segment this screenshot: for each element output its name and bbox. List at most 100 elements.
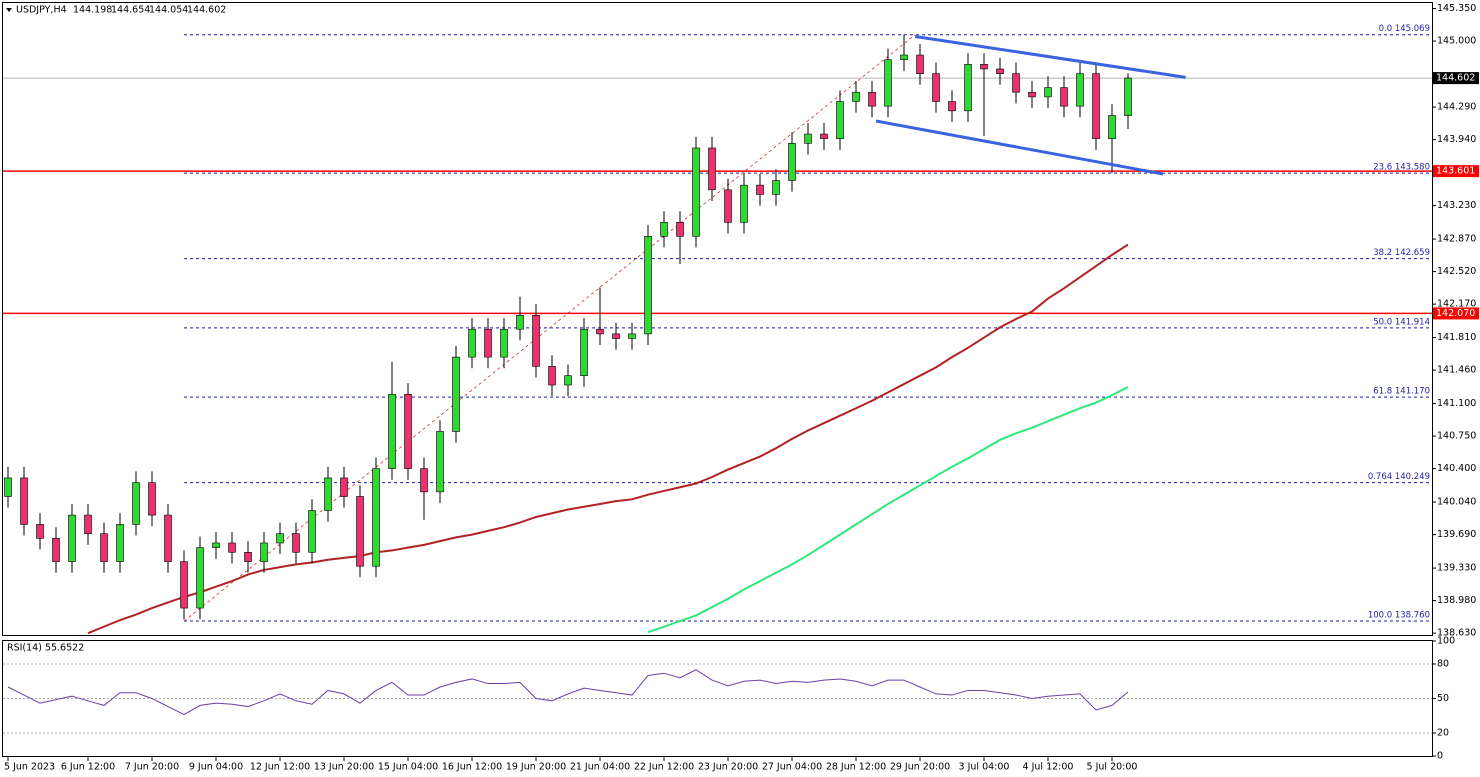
candle-body [116,524,124,562]
y-tick-label: 139.330 [1437,563,1476,574]
candle-body [740,184,748,223]
candle-body [36,524,44,539]
x-tick-label: 15 Jun 04:00 [378,762,438,773]
candle-body [452,356,460,432]
candle-body [964,64,972,112]
y-tick-label: 144.290 [1437,102,1476,113]
candle-body [20,477,28,525]
candle-body [164,514,172,562]
candle-body [756,184,764,195]
y-tick-label: 141.100 [1437,398,1476,409]
y-tick-label: 145.350 [1437,3,1476,14]
candle-body [548,366,556,386]
candle-body [1076,73,1084,107]
x-tick-label: 5 Jun 2023 [4,762,55,773]
candle-body [292,533,300,553]
candle-body [196,547,204,609]
candle-body [100,533,108,562]
y-tick-label: 142.170 [1437,299,1476,310]
candle-body [1124,77,1132,116]
price-tag [1433,307,1479,320]
rsi-y-tick-label: 50 [1437,693,1449,704]
candle-body [820,133,828,139]
candle-body [52,538,60,562]
moving-average [647,385,1129,634]
fib-label: 61.8 141.170 [1373,387,1430,397]
fib-label: 50.0 141.914 [1373,317,1430,327]
x-tick-label: 13 Jun 20:00 [314,762,374,773]
candle-body [852,91,860,102]
candle-body [916,54,924,74]
ohlc-close: 144.602 [187,5,226,16]
x-tick-label: 9 Jun 04:00 [189,762,243,773]
ohlc-low: 144.054 [149,5,188,16]
candle-body [1060,87,1068,107]
fib-label: 0.0 145.069 [1379,24,1430,34]
candle-body [436,431,444,493]
candle-body [836,101,844,139]
candle-body [484,328,492,358]
fib-trend [183,34,916,622]
candle-body [372,468,380,567]
x-tick-label: 5 Jul 20:00 [1087,762,1138,773]
candle-body [628,333,636,339]
x-tick-label: 22 Jun 12:00 [634,762,694,773]
channel-line [914,34,1186,79]
candle-body [308,510,316,553]
candle-body [1108,115,1116,139]
candle-body [564,375,572,386]
candle-body [596,328,604,335]
x-tick-label: 28 Jun 12:00 [826,762,886,773]
x-tick-label: 3 Jul 04:00 [959,762,1010,773]
candle-body [148,482,156,516]
candle-body [132,482,140,525]
y-tick-label: 143.230 [1437,200,1476,211]
candle-body [1092,73,1100,139]
x-tick-label: 16 Jun 12:00 [442,762,502,773]
candle-body [884,59,892,107]
candle-body [1012,73,1020,93]
candle-body [276,533,284,544]
candle-body [996,68,1004,74]
x-tick-label: 7 Jun 20:00 [125,762,179,773]
fib-label: 23.6 143.580 [1373,163,1430,173]
y-tick-label: 143.940 [1437,134,1476,145]
candle-body [724,189,732,223]
candle-body [580,328,588,376]
candle-body [84,514,92,534]
y-tick-label: 139.690 [1437,529,1476,540]
rsi-y-tick-label: 100 [1437,636,1455,647]
candle-body [4,477,12,497]
candle-body [356,496,364,567]
price-tag [1433,165,1479,178]
candle-body [804,133,812,144]
x-tick-label: 19 Jun 20:00 [506,762,566,773]
candle-body [468,328,476,358]
candle-body [340,477,348,497]
candle-body [420,468,428,493]
candle-body [532,314,540,367]
moving-average [87,243,1129,635]
candle-body [644,235,652,335]
candle-body [932,73,940,102]
x-tick-label: 4 Jul 12:00 [1023,762,1074,773]
candle-body [660,222,668,237]
rsi-y-tick-label: 80 [1437,659,1449,670]
ohlc-high: 144.654 [111,5,150,16]
y-tick-label: 142.520 [1437,266,1476,277]
candle-body [212,542,220,548]
candle-body [948,101,956,112]
candle-body [324,477,332,511]
price-tag [1433,72,1479,85]
x-tick-label: 6 Jun 12:00 [61,762,115,773]
y-tick-label: 141.460 [1437,365,1476,376]
candle-body [68,514,76,562]
candle-body [708,147,716,191]
candle-body [772,180,780,195]
fib-label: 0.764 140.249 [1368,472,1430,482]
symbol: USDJPY,H4 [16,5,67,16]
ohlc-open: 144.198 [73,5,112,16]
x-tick-label: 23 Jun 20:00 [698,762,758,773]
